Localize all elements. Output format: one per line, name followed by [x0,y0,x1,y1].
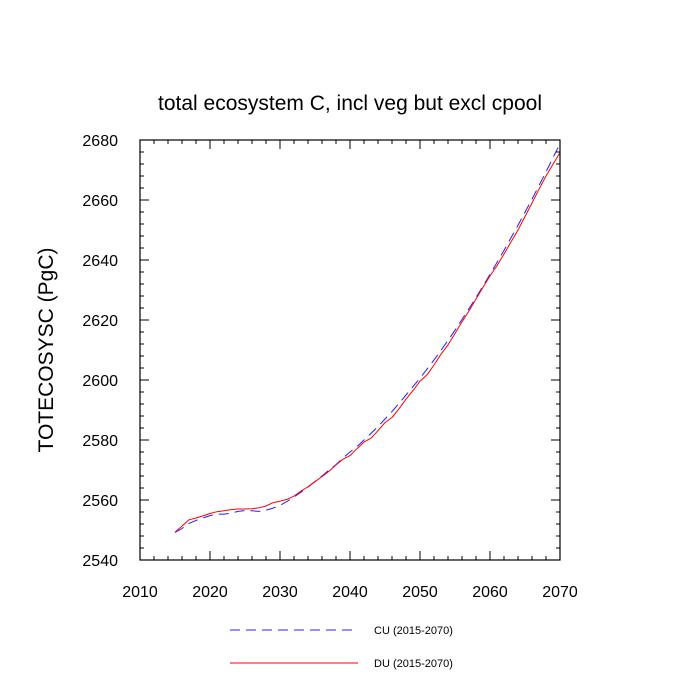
series-layer [174,143,561,533]
x-tick-label: 2060 [472,584,508,601]
y-tick-label: 2680 [82,133,118,150]
x-tick-label: 2040 [332,584,368,601]
x-tick-label: 2050 [402,584,438,601]
y-tick-label: 2640 [82,253,118,270]
ticks-layer: 2010 2020 2030 2040 2050 2060 2070 2540 2560 2580… [82,133,577,601]
x-tick-label: 2030 [262,584,298,601]
x-tick-label: 2020 [192,584,228,601]
series-line-cu [174,143,561,533]
plot-frame [139,139,561,561]
legend-label-du: DU (2015-2070) [374,658,453,670]
legend: CU (2015-2070) DU (2015-2070) [230,625,453,670]
y-tick-label: 2580 [82,433,118,450]
y-tick-label: 2620 [82,313,118,330]
y-tick-label: 2560 [82,493,118,510]
y-axis-label: TOTECOSYSC (PgC) [35,248,58,453]
y-tick-label: 2660 [82,193,118,210]
x-tick-label: 2070 [542,584,578,601]
series-line-du [174,152,561,533]
y-tick-label: 2540 [82,553,118,570]
legend-label-cu: CU (2015-2070) [374,625,453,637]
x-tick-label: 2010 [122,584,158,601]
y-tick-label: 2600 [82,373,118,390]
chart-title: total ecosystem C, incl veg but excl cpo… [158,92,542,115]
